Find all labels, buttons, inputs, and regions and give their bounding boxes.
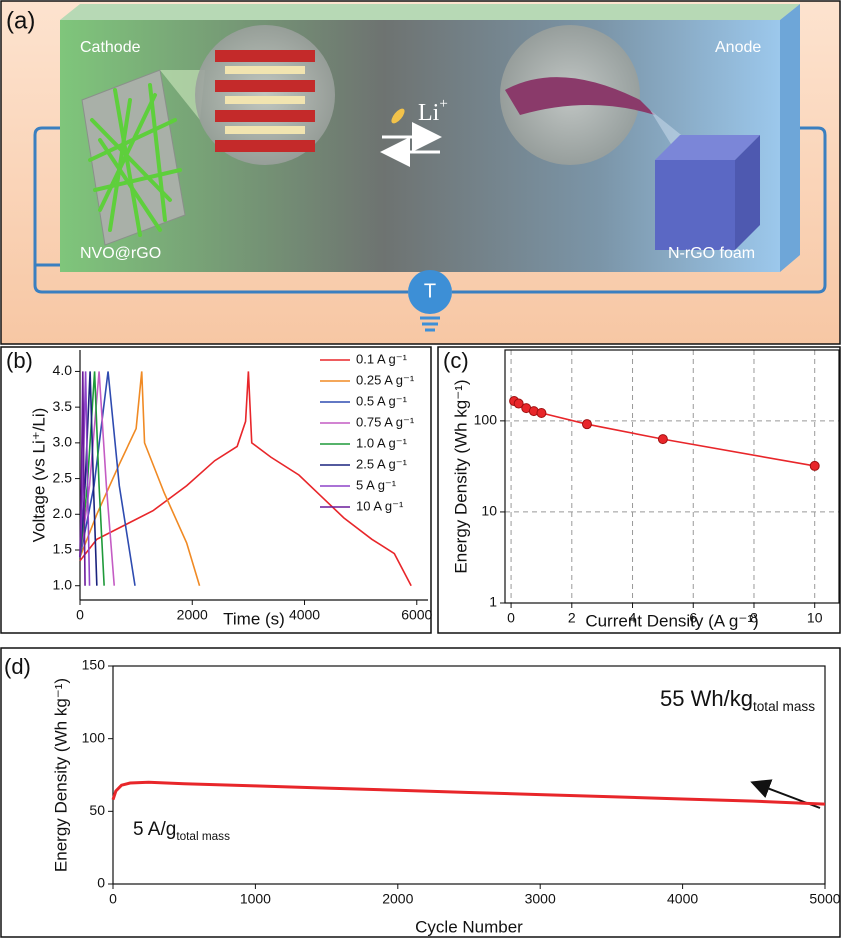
y-tick-label: 4.0 <box>53 362 73 378</box>
x-axis-label: Cycle Number <box>415 917 523 936</box>
cathode-material: NVO@rGO <box>80 245 161 262</box>
annotation-subscript: total mass <box>176 830 230 843</box>
y-tick-label: 0 <box>97 875 105 891</box>
x-tick-label: 0 <box>109 891 117 907</box>
panel-label: (b) <box>6 348 33 373</box>
anode-material: N-rGO foam <box>668 245 755 262</box>
panel-a: T (a) Cathode Anode Li+ NVO@rGO N-rGO fo… <box>1 1 840 344</box>
y-tick-label: 150 <box>82 657 106 673</box>
figure: T (a) Cathode Anode Li+ NVO@rGO N-rGO fo… <box>0 0 841 938</box>
x-tick-label: 0 <box>507 610 515 626</box>
x-tick-label: 10 <box>807 610 823 626</box>
legend-label: 0.5 A g⁻¹ <box>356 393 408 408</box>
box-top <box>60 4 800 20</box>
legend-label: 0.1 A g⁻¹ <box>356 351 408 366</box>
x-tick-label: 2000 <box>177 607 208 623</box>
legend-label: 5 A g⁻¹ <box>356 477 397 492</box>
anode-foam <box>655 135 760 250</box>
y-tick-label: 50 <box>89 802 105 818</box>
x-tick-label: 4000 <box>667 891 698 907</box>
y-tick-label: 10 <box>481 503 497 519</box>
x-tick-label: 3000 <box>525 891 556 907</box>
y-tick-label: 1.5 <box>53 541 73 557</box>
legend-label: 0.25 A g⁻¹ <box>356 372 415 387</box>
panel-label: (c) <box>443 348 469 373</box>
data-point <box>537 408 546 417</box>
annotation-text: 55 Wh/kg <box>660 686 753 711</box>
x-axis-label: Current Density (A g⁻¹) <box>585 611 758 630</box>
data-line <box>113 782 825 804</box>
box-side <box>780 4 800 272</box>
legend-label: 0.75 A g⁻¹ <box>356 414 415 429</box>
x-tick-label: 1000 <box>240 891 271 907</box>
data-line <box>514 401 815 466</box>
plot-frame <box>505 350 839 603</box>
x-tick-label: 6000 <box>401 607 432 623</box>
y-tick-label: 100 <box>474 412 498 428</box>
legend-label: 2.5 A g⁻¹ <box>356 456 408 471</box>
y-tick-label: 1.0 <box>53 576 73 592</box>
x-tick-label: 5000 <box>809 891 840 907</box>
x-tick-label: 4000 <box>289 607 320 623</box>
x-tick-label: 0 <box>76 607 84 623</box>
panel-label: (d) <box>4 654 31 679</box>
y-tick-label: 2.0 <box>53 505 73 521</box>
annotation-subscript: total mass <box>753 699 815 714</box>
anode-label: Anode <box>715 39 761 56</box>
x-tick-label: 2 <box>568 610 576 626</box>
ion-base: Li <box>418 100 440 126</box>
legend-label: 1.0 A g⁻¹ <box>356 435 408 450</box>
annotation: 5 A/gtotal mass <box>133 819 230 843</box>
y-tick-label: 2.5 <box>53 469 73 485</box>
annotation: 55 Wh/kgtotal mass <box>660 686 815 714</box>
data-point <box>582 420 591 429</box>
panel-frame <box>438 347 840 633</box>
legend-label: 10 A g⁻¹ <box>356 498 404 513</box>
x-tick-label: 2000 <box>382 891 413 907</box>
cathode-label: Cathode <box>80 39 141 56</box>
y-tick-label: 100 <box>82 729 106 745</box>
panel-label: (a) <box>6 7 35 34</box>
y-axis-label: Energy Density (Wh kg⁻¹) <box>51 678 70 872</box>
data-point <box>810 461 819 470</box>
ion-charge: + <box>439 96 447 112</box>
annotation-text: 5 A/g <box>133 819 176 840</box>
y-tick-label: 3.5 <box>53 398 73 414</box>
bulb-label: T <box>424 280 436 302</box>
y-axis-label: Energy Density (Wh kg⁻¹) <box>451 379 470 573</box>
chart: 1.0 1.5 2.0 2.5 3.0 3.5 4.0 0 2000 4000 6000 0.1 A … <box>6 348 433 629</box>
chart: 0 50 100 150 0 1000 2000 3000 4000 5000 (d) Cycle N… <box>4 654 841 937</box>
y-axis-label: Voltage (vs Li⁺/Li) <box>29 408 48 543</box>
data-point <box>658 435 667 444</box>
data-line <box>80 371 200 585</box>
x-axis-label: Time (s) <box>223 609 285 628</box>
y-tick-label: 3.0 <box>53 434 73 450</box>
y-tick-label: 1 <box>489 594 497 610</box>
